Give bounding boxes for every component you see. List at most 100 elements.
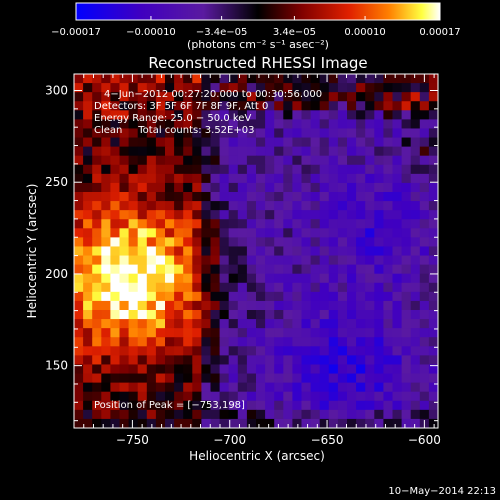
heatmap-cell	[183, 255, 193, 266]
heatmap-cell	[137, 146, 148, 157]
heatmap-cell	[137, 346, 148, 356]
heatmap-cell	[119, 409, 130, 420]
heatmap-cell	[301, 400, 312, 411]
heatmap-cell	[328, 210, 339, 220]
heatmap-cell	[83, 237, 93, 247]
heatmap-cell	[283, 210, 293, 220]
heatmap-cell	[265, 319, 275, 329]
heatmap-cell	[356, 182, 366, 193]
heatmap-cell	[246, 328, 257, 338]
heatmap-cell	[292, 310, 302, 320]
heatmap-cell	[365, 255, 375, 266]
heatmap-cell	[365, 182, 375, 193]
heatmap-cell	[328, 400, 339, 411]
heatmap-cell	[101, 192, 111, 202]
heatmap-cell	[210, 146, 221, 157]
heatmap-cell	[165, 300, 175, 311]
heatmap-cell	[401, 391, 412, 402]
heatmap-cell	[428, 328, 439, 338]
heatmap-cell	[283, 355, 293, 365]
heatmap-cell	[174, 337, 184, 347]
annotation-energy-range: Energy Range: 25.0 − 50.0 keV	[94, 113, 251, 124]
heatmap-cell	[210, 246, 221, 257]
heatmap-cell	[310, 164, 321, 175]
heatmap-cell	[410, 282, 421, 293]
heatmap-cell	[319, 228, 330, 238]
heatmap-cell	[310, 146, 321, 157]
heatmap-cell	[419, 210, 430, 220]
heatmap-cell	[401, 155, 412, 166]
heatmap-cell	[137, 264, 148, 275]
heatmap-cell	[374, 246, 384, 257]
heatmap-cell	[110, 101, 120, 111]
heatmap-cell	[228, 155, 239, 166]
heatmap-cell	[347, 310, 357, 320]
heatmap-cell	[110, 282, 120, 293]
heatmap-cell	[292, 319, 302, 329]
heatmap-cell	[337, 83, 348, 93]
heatmap-cell	[337, 146, 348, 157]
heatmap-cell	[219, 173, 230, 184]
heatmap-cell	[274, 291, 284, 302]
heatmap-cell	[210, 173, 221, 184]
heatmap-cell	[83, 201, 93, 211]
heatmap-cell	[428, 128, 439, 139]
heatmap-cell	[356, 409, 366, 420]
heatmap-cell	[219, 409, 230, 420]
heatmap-cell	[328, 355, 339, 365]
heatmap-cell	[410, 310, 421, 320]
heatmap-cell	[374, 300, 384, 311]
heatmap-cell	[356, 382, 366, 393]
heatmap-cell	[319, 92, 330, 102]
heatmap-cell	[192, 310, 202, 320]
heatmap-cell	[265, 228, 275, 238]
heatmap-cell	[301, 110, 312, 120]
heatmap-cell	[237, 128, 248, 139]
heatmap-cell	[74, 119, 84, 129]
heatmap-cell	[256, 409, 266, 420]
heatmap-cell	[101, 119, 111, 129]
heatmap-cell	[365, 319, 375, 329]
heatmap-cell	[374, 155, 384, 166]
heatmap-cell	[392, 346, 403, 356]
heatmap-cell	[419, 364, 430, 375]
heatmap-cell	[392, 110, 403, 120]
annotation-time-range: 4−Jun−2012 00:27:20.000 to 00:30:56.000	[104, 89, 322, 100]
heatmap-cell	[256, 237, 266, 247]
heatmap-cell	[292, 264, 302, 275]
heatmap-cell	[347, 101, 357, 111]
heatmap-cell	[356, 137, 366, 148]
heatmap-cell	[137, 173, 148, 184]
heatmap-cell	[183, 210, 193, 220]
heatmap-cell	[265, 164, 275, 175]
heatmap-cell	[92, 92, 102, 102]
heatmap-cell	[319, 337, 330, 347]
heatmap-cell	[210, 300, 221, 311]
heatmap-cell	[110, 291, 120, 302]
heatmap-cell	[183, 346, 193, 356]
heatmap-cell	[319, 74, 330, 84]
heatmap-cell	[347, 355, 357, 365]
heatmap-cell	[201, 400, 211, 411]
heatmap-cell	[419, 83, 430, 93]
heatmap-cell	[310, 364, 321, 375]
heatmap-cell	[174, 291, 184, 302]
heatmap-cell	[228, 237, 239, 247]
heatmap-cell	[410, 300, 421, 311]
heatmap-cell	[337, 201, 348, 211]
heatmap-cell	[392, 210, 403, 220]
heatmap-cell	[328, 219, 339, 229]
heatmap-cell	[228, 264, 239, 275]
heatmap-cell	[92, 291, 102, 302]
heatmap-cell	[74, 255, 84, 266]
heatmap-cell	[256, 282, 266, 293]
heatmap-cell	[128, 155, 139, 166]
heatmap-cell	[174, 173, 184, 184]
heatmap-cell	[237, 364, 248, 375]
heatmap-cell	[201, 373, 211, 384]
heatmap-cell	[347, 291, 357, 302]
heatmap-cell	[228, 346, 239, 356]
heatmap-cell	[328, 146, 339, 157]
heatmap-cell	[228, 255, 239, 266]
heatmap-cell	[201, 237, 211, 247]
